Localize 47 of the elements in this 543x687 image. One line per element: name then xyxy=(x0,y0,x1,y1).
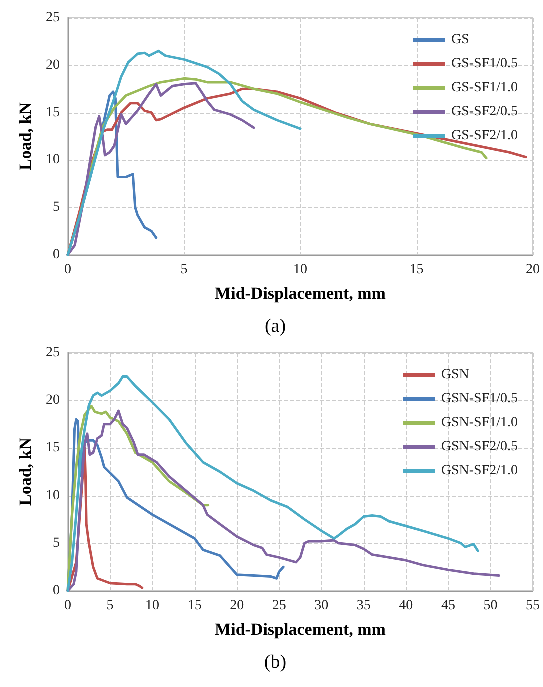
x-tick-label: 20 xyxy=(230,598,244,614)
y-tick-label: 0 xyxy=(53,584,60,598)
legend-label: GSN-SF2/0.5 xyxy=(441,440,518,454)
y-tick-label: 10 xyxy=(46,488,60,504)
y-tick-label: 20 xyxy=(46,58,60,73)
x-tick-label: 30 xyxy=(314,598,329,614)
x-tick-label: 0 xyxy=(64,598,72,614)
y-tick-label: 25 xyxy=(46,346,60,360)
x-tick-label: 5 xyxy=(106,598,114,614)
x-tick-label: 10 xyxy=(146,598,160,614)
legend-label: GSN-SF1/0.5 xyxy=(441,392,518,406)
y-tick-label: 10 xyxy=(46,152,60,168)
legend-label: GSN xyxy=(441,368,470,382)
x-tick-label: 55 xyxy=(526,598,540,614)
x-axis-title: Mid-Displacement, mm xyxy=(215,284,386,303)
x-tick-label: 20 xyxy=(526,262,540,278)
y-axis-title: Load, kN xyxy=(16,437,35,506)
y-tick-label: 5 xyxy=(53,536,60,551)
x-tick-label: 10 xyxy=(294,262,308,278)
legend-label: GS-SF1/1.0 xyxy=(451,80,518,96)
line-series xyxy=(66,50,302,256)
x-tick-label: 50 xyxy=(484,598,498,614)
legend-label: GSN-SF2/1.0 xyxy=(441,464,518,478)
x-tick-label: 5 xyxy=(180,262,188,278)
line-series xyxy=(66,82,256,256)
x-tick-label: 45 xyxy=(441,598,456,614)
text: (b) xyxy=(264,652,287,673)
y-tick-label: 15 xyxy=(46,440,60,456)
x-tick-label: 0 xyxy=(64,262,72,278)
text: (a) xyxy=(264,316,286,337)
y-axis-title: Load, kN xyxy=(16,102,35,171)
x-axis-title: Mid-Displacement, mm xyxy=(215,620,386,639)
x-tick-label: 15 xyxy=(188,598,202,614)
y-tick-label: 25 xyxy=(46,10,60,26)
legend-label: GSN-SF1/1.0 xyxy=(441,416,518,430)
x-tick-label: 25 xyxy=(272,598,286,614)
legend-label: GS xyxy=(451,32,470,48)
y-tick-label: 0 xyxy=(53,248,60,262)
x-tick-label: 15 xyxy=(410,262,424,278)
y-tick-label: 5 xyxy=(53,200,60,216)
legend-label: GS-SF2/0.5 xyxy=(451,104,518,120)
legend-label: GS-SF1/0.5 xyxy=(451,56,518,72)
x-tick-label: 35 xyxy=(356,598,371,614)
x-tick-label: 40 xyxy=(399,598,414,614)
legend-label: GS-SF2/1.0 xyxy=(451,128,518,144)
y-tick-label: 15 xyxy=(46,105,60,120)
y-tick-label: 20 xyxy=(46,393,60,408)
